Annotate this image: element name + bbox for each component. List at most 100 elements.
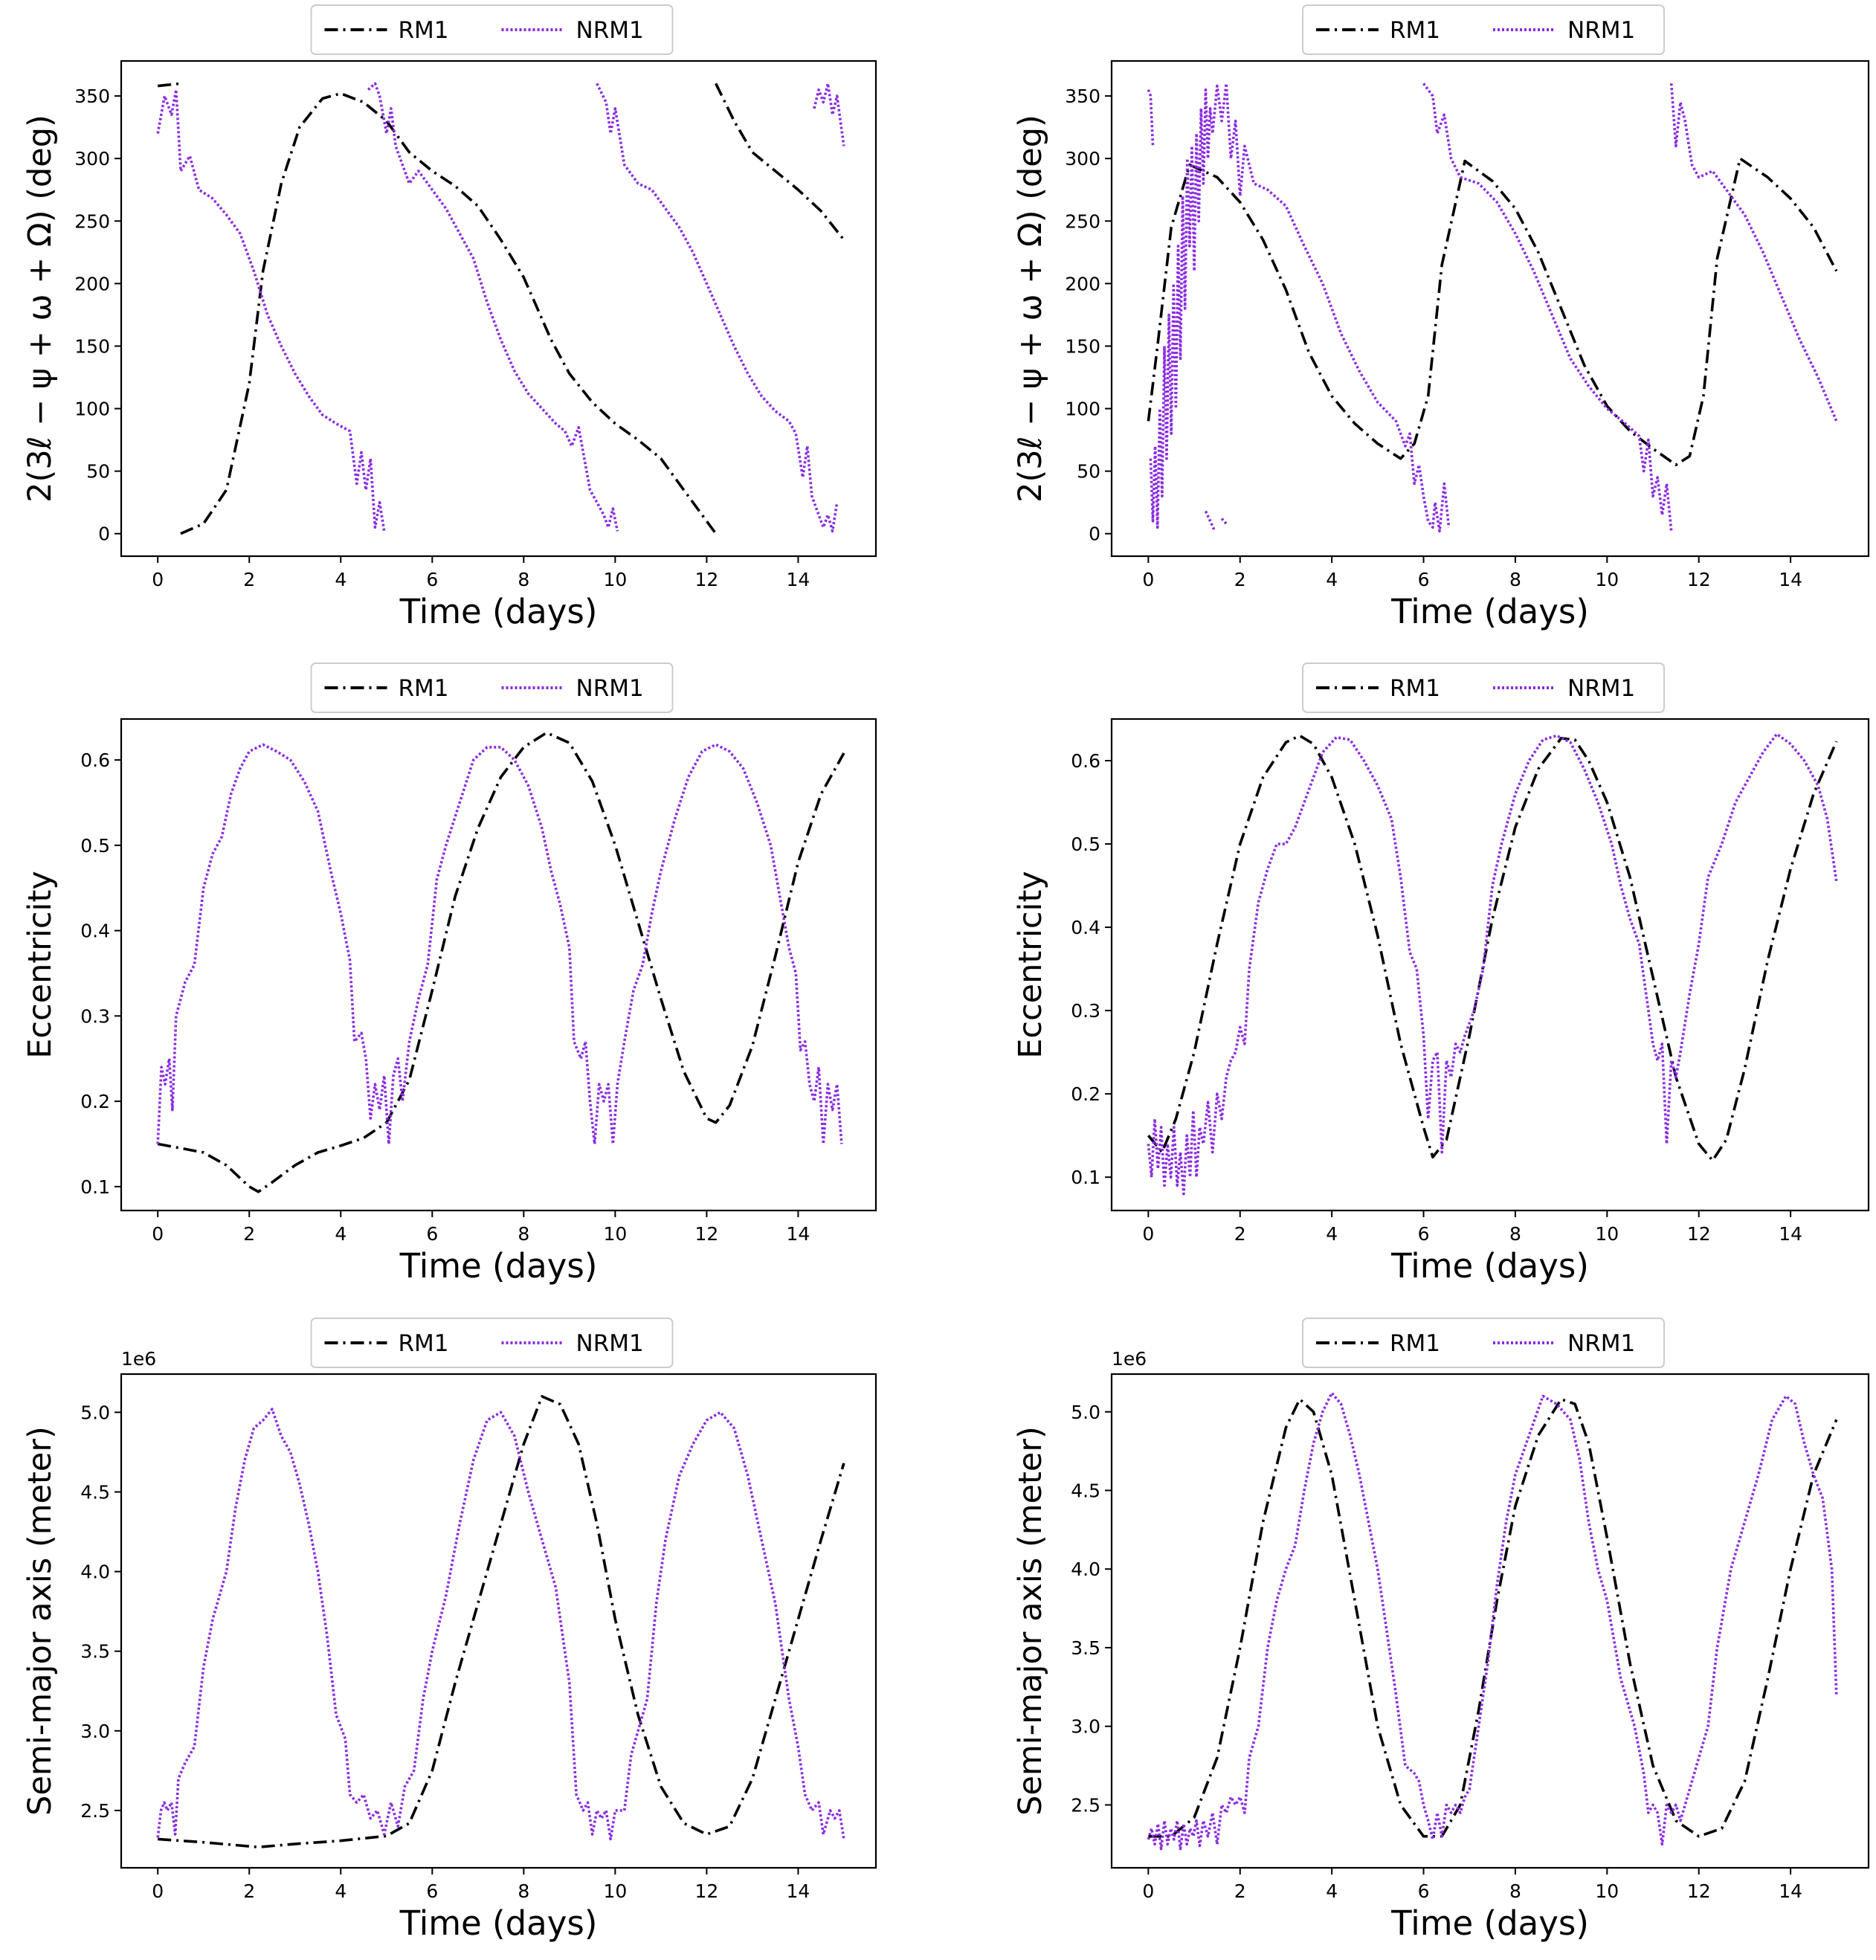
panel-middle-right: 0 2 4 6 8 10 12 14 0.1 0.2 0.3 0.4 0.5 0.6 Time (days)…: [1012, 663, 1870, 1286]
panel-middle-left: 0 2 4 6 8 10 12 14 0.1 0.2 0.3 0.4 0.5 0.6 Time (days)…: [22, 663, 877, 1286]
x-axis-label: Time (days): [399, 1246, 598, 1286]
x-tick-label: 4: [335, 569, 346, 590]
series-line-segment: [1220, 518, 1228, 525]
series-rm1: [1147, 157, 1838, 466]
x-tick-label: 12: [1687, 1880, 1711, 1902]
series-nrm1: [156, 82, 845, 533]
y-tick-label: 3.5: [80, 1641, 110, 1663]
x-axis-label: Time (days): [399, 1903, 598, 1943]
series-line-segment: [813, 82, 845, 146]
series-line-segment: [715, 83, 845, 241]
y-tick-label: 0.3: [80, 1005, 110, 1027]
x-tick-label: 8: [1509, 1880, 1521, 1902]
series-line-segment: [158, 82, 181, 88]
y-tick-label: 0.4: [1071, 917, 1100, 938]
series-line-segment: [1147, 734, 1838, 1162]
legend-box: [1302, 4, 1665, 55]
y-tick-label: 0: [98, 523, 110, 545]
y-tick-label: 3.0: [1071, 1716, 1100, 1738]
legend-rm1-label: RM1: [1390, 1330, 1440, 1357]
y-tick-label: 0.1: [80, 1176, 110, 1198]
y-tick-label: 4.5: [1071, 1480, 1100, 1501]
series-line-segment: [158, 1395, 845, 1848]
plot-frame: [1110, 59, 1870, 558]
legend-box: [310, 663, 674, 713]
legend-nrm1-label: NRM1: [1567, 17, 1635, 44]
y-offset-label: 1e6: [121, 1348, 156, 1370]
legend-rm1-label: RM1: [1390, 675, 1440, 702]
x-tick-label: 8: [518, 1223, 529, 1245]
x-axis-label: Time (days): [1390, 1903, 1589, 1943]
plot-frame: [1110, 1373, 1870, 1869]
x-tick-label: 8: [1509, 1223, 1521, 1245]
legend-box: [1302, 663, 1665, 713]
series-line-segment: [1422, 83, 1673, 532]
y-tick-label: 2.5: [1071, 1794, 1100, 1816]
series-line-segment: [1147, 732, 1838, 1196]
x-tick-label: 0: [152, 1880, 164, 1902]
x-tick-label: 10: [1595, 1880, 1619, 1902]
panel-top-left: 0 2 4 6 8 10 12 14 0 50 100 150 200 250 300 350 Time (da…: [22, 4, 877, 631]
legend-nrm1-label: NRM1: [576, 1330, 644, 1357]
y-offset-label: 1e6: [1112, 1348, 1147, 1370]
x-tick-label: 4: [1326, 569, 1338, 590]
legend-rm1-label: RM1: [399, 1330, 449, 1357]
y-tick-label: 3.0: [80, 1721, 110, 1742]
series-nrm1: [1147, 732, 1838, 1196]
y-tick-label: 4.0: [80, 1561, 110, 1583]
y-tick-label: 5.0: [1071, 1402, 1100, 1423]
y-tick-label: 100: [1065, 399, 1100, 420]
y-axis-label: Eccentricity: [22, 871, 59, 1059]
legend-box: [1302, 1318, 1665, 1368]
y-axis-label: Semi-major axis (meter): [22, 1426, 59, 1816]
y-tick-label: 4.5: [80, 1482, 110, 1503]
x-tick-label: 8: [518, 569, 529, 590]
series-rm1: [157, 731, 845, 1193]
legend-rm1-label: RM1: [399, 17, 449, 44]
legend: RM1 NRM1: [310, 4, 674, 55]
x-tick-label: 14: [1779, 1880, 1802, 1902]
y-tick-label: 300: [1065, 148, 1100, 170]
y-tick-label: 0.5: [80, 835, 110, 857]
series-nrm1: [156, 1408, 845, 1841]
x-axis-label: Time (days): [1390, 1246, 1589, 1286]
y-tick-label: 250: [74, 210, 110, 232]
series-nrm1: [1147, 1391, 1838, 1851]
plot-frame: [120, 1373, 877, 1869]
legend-nrm1-label: NRM1: [1567, 675, 1635, 702]
y-tick-label: 300: [74, 148, 110, 170]
legend: RM1 NRM1: [310, 1318, 674, 1368]
y-tick-label: 0.2: [1071, 1083, 1100, 1105]
series-rm1: [158, 82, 845, 535]
y-tick-label: 2.5: [80, 1800, 110, 1822]
x-tick-label: 4: [1326, 1880, 1338, 1902]
x-tick-label: 6: [426, 1880, 438, 1902]
x-tick-label: 4: [1326, 1223, 1338, 1245]
x-tick-label: 14: [1779, 569, 1802, 590]
y-tick-label: 50: [1077, 461, 1100, 483]
x-tick-label: 8: [518, 1880, 529, 1902]
x-tick-label: 0: [1142, 1880, 1154, 1902]
x-tick-label: 12: [1687, 569, 1711, 590]
panel-bottom-right: 0 2 4 6 8 10 12 14 2.5 3.0 3.5 4.0 4.5 5.0 1e6 Time (da…: [1012, 1318, 1870, 1943]
series-line-segment: [156, 88, 386, 532]
x-tick-label: 12: [694, 1223, 718, 1245]
y-tick-label: 0.4: [80, 921, 110, 942]
legend-rm1-label: RM1: [399, 675, 449, 702]
x-tick-label: 8: [1509, 569, 1521, 590]
y-axis-label: 2(3ℓ − ψ + ω + Ω) (deg): [1012, 115, 1049, 503]
y-tick-label: 5.0: [80, 1402, 110, 1423]
x-tick-label: 10: [603, 1880, 627, 1902]
x-tick-label: 14: [1779, 1223, 1802, 1245]
x-tick-label: 10: [603, 1223, 627, 1245]
x-tick-label: 12: [694, 1880, 718, 1902]
x-tick-label: 6: [426, 1223, 438, 1245]
series-line-segment: [596, 83, 839, 533]
x-tick-label: 2: [243, 1223, 255, 1245]
series-nrm1: [156, 743, 843, 1146]
x-tick-label: 12: [694, 569, 718, 590]
panel-bottom-left: 0 2 4 6 8 10 12 14 2.5 3.0 3.5 4.0 4.5 5.0 1e6 Time (da…: [22, 1318, 877, 1943]
series-rm1: [1147, 734, 1838, 1162]
legend-rm1-label: RM1: [1390, 17, 1440, 44]
panel-top-right: 0 2 4 6 8 10 12 14 0 50 100 150 200 250 300 350 Time (da…: [1012, 4, 1870, 631]
